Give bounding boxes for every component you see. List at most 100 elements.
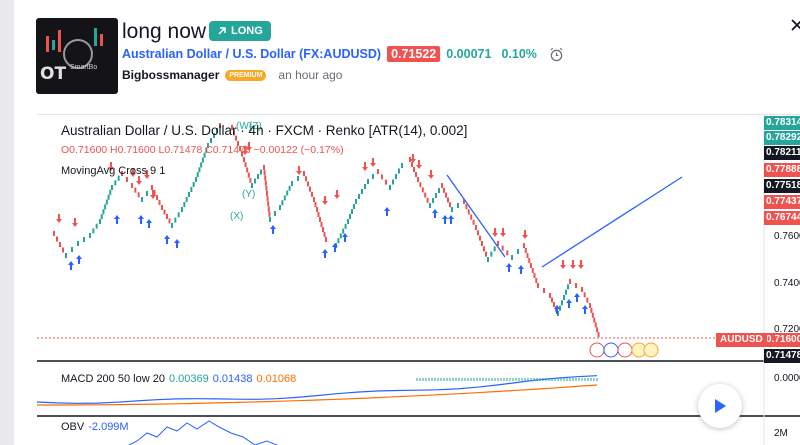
alarm-clock-icon[interactable] xyxy=(549,47,564,62)
renko-brick xyxy=(372,174,374,179)
renko-brick xyxy=(320,222,323,227)
renko-brick xyxy=(156,195,158,200)
renko-brick xyxy=(247,172,250,178)
renko-brick xyxy=(309,186,311,192)
chart-area[interactable]: (W) (Z) (Y) (X) Australian Dollar / U.S.… xyxy=(37,114,800,445)
chart-legend: Australian Dollar / U.S. Dollar · 4h · F… xyxy=(61,123,468,138)
renko-bricks xyxy=(53,123,600,338)
sell-arrow-icon xyxy=(322,196,328,205)
axis-label: 0.74000 xyxy=(774,278,800,289)
renko-brick xyxy=(307,181,309,187)
idea-card: OT SmartBo long now LONG Australian Doll… xyxy=(14,0,800,445)
renko-brick xyxy=(266,196,269,202)
renko-brick xyxy=(349,214,351,219)
renko-brick xyxy=(367,179,369,184)
buy-arrow-icon xyxy=(582,305,588,314)
symbol-link[interactable]: Australian Dollar / U.S. Dollar (FX:AUDU… xyxy=(122,47,382,61)
renko-brick xyxy=(470,214,473,220)
obv-legend[interactable]: OBV -2.099M xyxy=(61,421,129,433)
flag-icon[interactable] xyxy=(603,342,619,358)
renko-brick xyxy=(314,202,317,207)
buy-arrow-icon xyxy=(566,299,572,308)
renko-brick xyxy=(291,181,293,186)
renko-brick xyxy=(523,243,525,248)
sell-arrow-icon xyxy=(560,260,566,269)
renko-brick xyxy=(353,204,355,209)
renko-brick xyxy=(183,202,186,207)
buy-arrow-icon xyxy=(342,233,348,242)
renko-brick xyxy=(126,177,128,182)
renko-brick xyxy=(415,172,417,177)
price-tag: 0.77888 xyxy=(764,163,800,177)
indicator-movingavg[interactable]: MovingAvg Cross 9 1 xyxy=(61,165,166,177)
renko-brick xyxy=(243,157,245,162)
renko-brick xyxy=(316,207,318,212)
sell-arrow-icon xyxy=(570,260,576,269)
buy-arrow-icon xyxy=(518,265,524,274)
renko-brick xyxy=(174,217,177,223)
flag-icon[interactable] xyxy=(589,342,605,358)
renko-brick xyxy=(168,218,171,224)
renko-brick xyxy=(530,263,532,268)
sell-arrow-icon xyxy=(416,160,422,169)
renko-brick xyxy=(265,185,268,191)
ohlc-values: O0.71600 H0.71600 L0.71478 C0.71478 −0.0… xyxy=(61,144,344,156)
renko-brick xyxy=(583,292,586,298)
renko-brick xyxy=(435,193,437,198)
renko-brick xyxy=(524,248,527,253)
buy-arrow-icon xyxy=(76,255,82,264)
renko-brick xyxy=(463,199,465,204)
renko-brick xyxy=(241,151,243,157)
renko-brick xyxy=(71,247,73,252)
renko-brick xyxy=(59,242,61,247)
price-change: 0.00071 xyxy=(446,47,492,61)
renko-brick xyxy=(56,236,58,242)
renko-brick xyxy=(305,176,307,182)
play-button[interactable] xyxy=(698,384,742,428)
flag-icon[interactable] xyxy=(643,342,659,358)
buy-arrow-icon xyxy=(138,215,144,224)
renko-brick xyxy=(377,169,379,174)
wave-label-z: (Z) xyxy=(249,121,262,132)
close-icon[interactable] xyxy=(784,12,800,38)
renko-brick xyxy=(213,133,215,138)
renko-brick xyxy=(467,209,470,215)
renko-brick xyxy=(158,200,161,205)
renko-brick xyxy=(203,152,206,158)
renko-brick xyxy=(533,273,536,278)
sell-arrow-icon xyxy=(334,190,340,199)
renko-brick xyxy=(107,194,110,200)
arrow-up-right-icon xyxy=(218,27,226,35)
renko-brick xyxy=(364,184,366,189)
play-icon xyxy=(715,399,726,413)
macd-value-2: 0.01438 xyxy=(212,373,253,385)
buy-arrow-icon xyxy=(146,219,152,228)
renko-brick xyxy=(475,225,477,230)
renko-brick xyxy=(151,185,153,190)
obv-label: OBV xyxy=(61,421,85,433)
renko-brick xyxy=(429,203,431,208)
renko-brick xyxy=(441,183,443,188)
renko-brick xyxy=(528,258,531,263)
renko-brick xyxy=(163,209,166,215)
renko-brick xyxy=(195,177,197,182)
author-thumbnail[interactable]: OT SmartBo xyxy=(36,18,118,94)
sell-arrow-icon xyxy=(522,230,528,239)
renko-brick xyxy=(581,287,583,292)
author-name[interactable]: Bigbossmanager xyxy=(122,68,220,82)
renko-brick xyxy=(267,206,270,212)
renko-brick xyxy=(344,223,347,229)
macd-legend[interactable]: MACD 200 50 low 20 0.00369 0.01438 0.010… xyxy=(61,373,296,385)
signal-arrows xyxy=(56,142,588,314)
price-tag: 0.77437 xyxy=(764,195,800,209)
renko-brick xyxy=(535,278,538,283)
wave-label-y: (Y) xyxy=(242,189,255,200)
renko-brick xyxy=(117,175,120,181)
symbol-price-tag: AUDUSD xyxy=(716,333,767,347)
renko-brick xyxy=(246,167,249,173)
renko-brick xyxy=(171,223,173,228)
renko-brick xyxy=(501,245,504,251)
renko-brick xyxy=(219,123,221,128)
flag-icon[interactable] xyxy=(617,342,633,358)
sell-arrow-icon xyxy=(130,168,136,177)
